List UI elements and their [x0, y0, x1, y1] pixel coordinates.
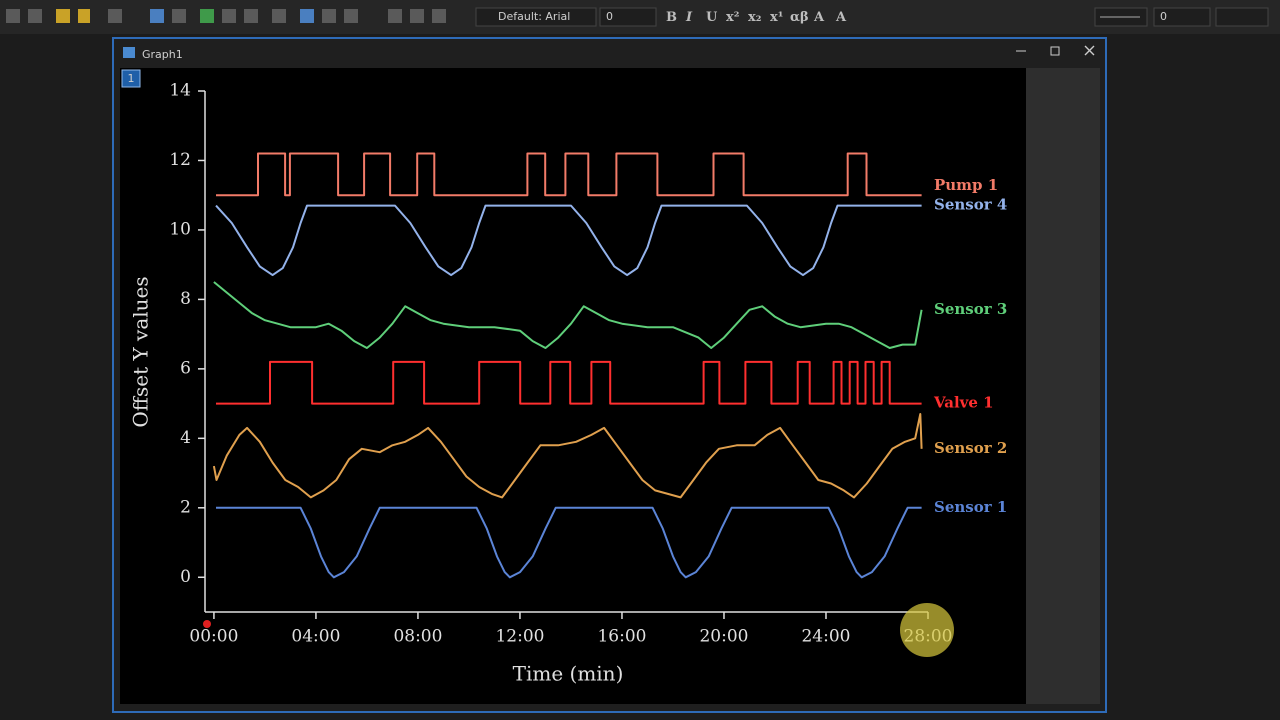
y-tick-label: 6: [180, 358, 191, 378]
window-icon: [123, 47, 135, 58]
maximize-button[interactable]: [1050, 46, 1060, 56]
series-line: [216, 152, 922, 197]
line-width-box[interactable]: [1153, 7, 1211, 27]
legend-label: Sensor 2: [934, 439, 1007, 457]
svg-text:αβ: αβ: [790, 10, 809, 25]
font-size: 0: [606, 10, 613, 23]
toolbar-icons: [6, 9, 446, 23]
x-axis-title: Time (min): [513, 662, 624, 686]
page-margin: [1026, 68, 1100, 704]
y-tick-label: 4: [180, 428, 191, 448]
anchor-point: [203, 620, 211, 628]
y-tick-label: 12: [169, 150, 191, 170]
y-tick-label: 14: [169, 81, 191, 101]
x-tick-label: 12:00: [495, 627, 544, 647]
svg-text:x¹: x¹: [770, 10, 783, 25]
y-tick-label: 0: [180, 567, 191, 587]
svg-text:B: B: [666, 10, 677, 25]
legend-label: Sensor 3: [934, 300, 1007, 318]
svg-text:A: A: [835, 10, 847, 25]
x-tick-label: 08:00: [393, 627, 442, 647]
series-line: [215, 204, 922, 277]
legend-label: Valve 1: [933, 394, 994, 412]
font-size-box[interactable]: [599, 7, 657, 27]
x-tick-label: 20:00: [699, 627, 748, 647]
legend-label: Sensor 4: [934, 196, 1007, 214]
color-box[interactable]: [1215, 7, 1269, 27]
x-tick-label: 00:00: [189, 627, 238, 647]
svg-text:x₂: x₂: [748, 10, 761, 25]
y-tick-label: 10: [169, 219, 191, 239]
series-line: [216, 506, 922, 579]
y-axis-title: Offset Y values: [129, 276, 153, 427]
font-name: Default: Arial: [498, 10, 570, 23]
series-line: [216, 360, 922, 405]
legend-label: Pump 1: [934, 176, 998, 194]
x-tick-label: 04:00: [291, 627, 340, 647]
cursor-highlight: [900, 603, 954, 657]
layer-button[interactable]: [121, 69, 141, 88]
font-box[interactable]: [475, 7, 597, 27]
svg-text:U: U: [706, 10, 718, 25]
window-title: Graph1: [142, 48, 183, 61]
svg-text:x²: x²: [726, 10, 739, 25]
line-width: 0: [1160, 10, 1167, 23]
legend-label: Sensor 1: [934, 498, 1007, 516]
x-tick-label: 24:00: [801, 627, 850, 647]
series-line: [212, 413, 923, 499]
y-tick-label: 8: [180, 289, 191, 309]
svg-text:A: A: [813, 10, 825, 25]
y-tick-label: 2: [180, 497, 191, 517]
svg-text:I: I: [685, 10, 693, 25]
x-tick-label: 16:00: [597, 627, 646, 647]
series-line: [213, 281, 923, 349]
plot: 0 2 4 6 8 10 12 14 00:00 04:00 08:00 12:00 16:00 20:0…: [169, 81, 1007, 647]
layer-number: 1: [128, 72, 135, 85]
close-button[interactable]: [1084, 45, 1095, 56]
